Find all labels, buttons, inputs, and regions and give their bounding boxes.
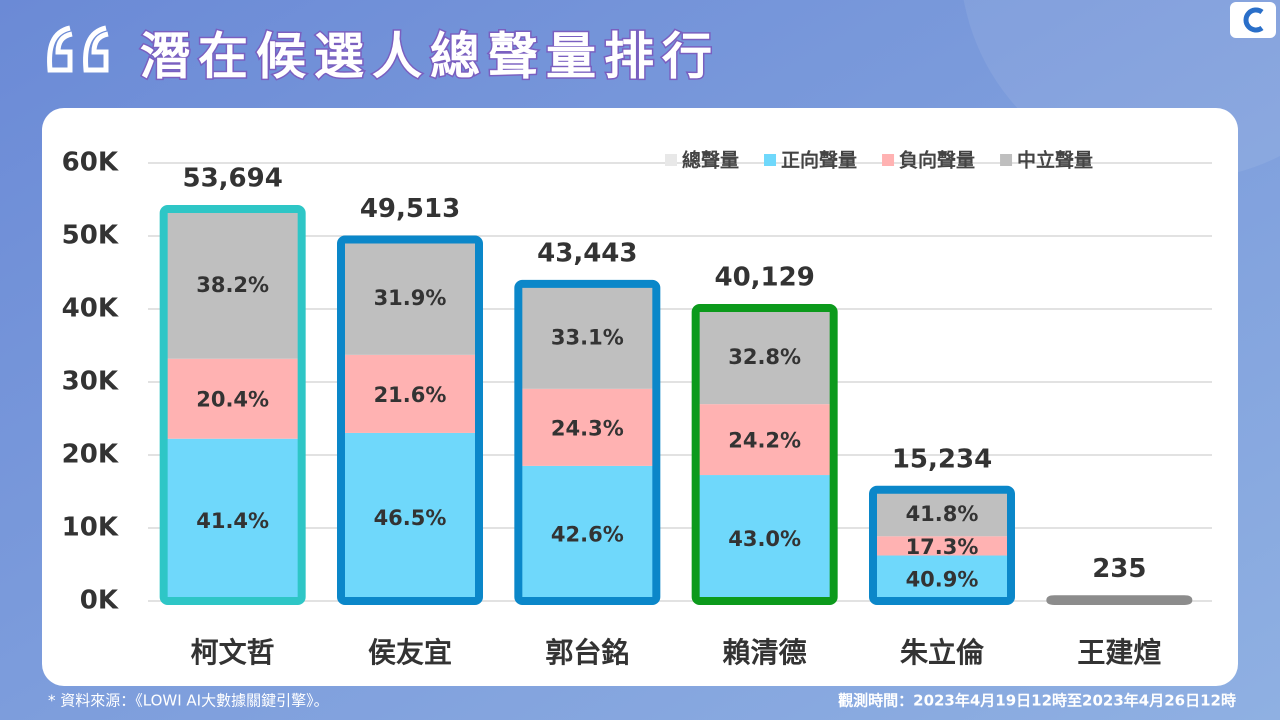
title: 潛在候選人總聲量排行	[140, 28, 720, 86]
bar-segment	[518, 388, 657, 466]
bar-segment	[341, 239, 479, 355]
segment-label: 42.6%	[551, 522, 624, 546]
bar-segment	[873, 555, 1011, 601]
bar-segment	[695, 404, 834, 476]
legend-swatch	[1000, 154, 1013, 166]
legend-swatch	[665, 154, 677, 166]
y-tick-label: 30K	[62, 367, 119, 397]
total-label: 49,513	[360, 194, 460, 224]
segment-label: 41.4%	[196, 509, 269, 533]
segment-label: 31.9%	[374, 286, 447, 310]
total-label: 15,234	[892, 444, 992, 474]
legend-label: 總聲量	[682, 149, 739, 172]
bar-segment	[873, 536, 1011, 556]
bar-segment	[163, 358, 302, 439]
bar-segment	[695, 308, 834, 405]
bar	[514, 279, 661, 605]
segment-label: 20.4%	[196, 388, 269, 412]
bar-segment	[695, 475, 834, 601]
y-tick-label: 10K	[62, 513, 119, 543]
bar	[1046, 595, 1193, 605]
x-tick-label: 郭台銘	[545, 636, 629, 669]
segment-label: 24.3%	[551, 416, 624, 440]
x-tick-label: 柯文哲	[191, 636, 275, 669]
bar	[337, 235, 483, 605]
x-tick-label: 賴清德	[723, 636, 807, 669]
segment-label: 43.0%	[728, 527, 801, 551]
legend-label: 正向聲量	[781, 149, 857, 172]
legend-swatch	[882, 154, 895, 166]
legend-label: 中立聲量	[1017, 149, 1093, 172]
bar-segment	[163, 209, 302, 359]
bar-segment	[341, 432, 479, 601]
segment-label: 24.2%	[728, 429, 801, 453]
y-tick-label: 0K	[80, 586, 119, 616]
period: 觀測時間：2023年4月19日12時至2023年4月26日12時	[838, 692, 1236, 710]
x-tick-label: 王建煊	[1077, 636, 1161, 669]
total-label: 235	[1092, 554, 1146, 584]
segment-label: 38.2%	[196, 273, 269, 297]
quote-mark	[47, 25, 109, 73]
bar	[159, 205, 306, 605]
segment-label: 41.8%	[906, 502, 979, 526]
bar-segment	[341, 354, 479, 433]
legend-label: 負向聲量	[899, 149, 975, 172]
y-tick-label: 40K	[62, 294, 119, 324]
x-tick-label: 侯友宜	[368, 636, 452, 669]
logo	[1230, 2, 1276, 38]
footnote: * 資料來源：《LOWI AI大數據關鍵引擎》。	[48, 692, 329, 710]
bar	[691, 304, 838, 605]
bar-segment	[873, 489, 1011, 537]
legend-swatch	[764, 154, 777, 166]
y-tick-label: 20K	[62, 440, 119, 470]
bar-segment	[518, 283, 657, 389]
bar-segment	[518, 465, 657, 601]
segment-label: 21.6%	[374, 383, 447, 407]
segment-label: 33.1%	[551, 325, 624, 349]
y-tick-label: 50K	[62, 221, 119, 251]
segment-label: 32.8%	[728, 345, 801, 369]
total-label: 40,129	[714, 263, 814, 293]
segment-label: 17.3%	[906, 535, 979, 559]
segment-label: 46.5%	[374, 506, 447, 530]
bar-segment	[163, 438, 302, 601]
bar	[869, 485, 1015, 606]
y-tick-label: 60K	[62, 148, 119, 178]
total-label: 43,443	[537, 238, 637, 268]
x-tick-label: 朱立倫	[900, 636, 985, 669]
segment-label: 40.9%	[906, 567, 979, 591]
total-label: 53,694	[182, 164, 282, 194]
